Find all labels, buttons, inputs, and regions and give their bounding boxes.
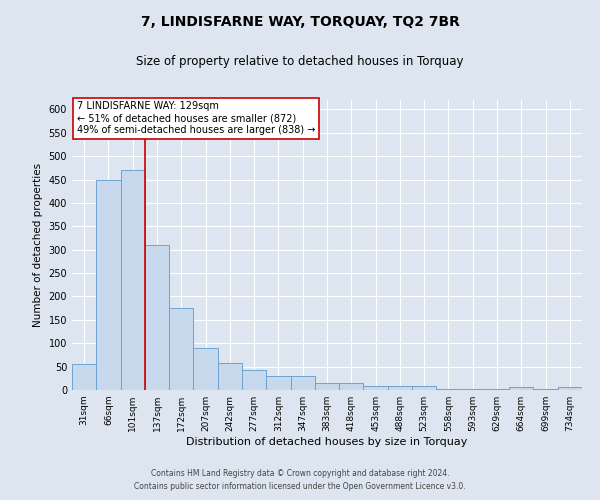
Bar (412, 386, 436, 390)
Text: Contains public sector information licensed under the Open Government Licence v3: Contains public sector information licen… (134, 482, 466, 491)
Bar (96, 180, 121, 390)
Bar (169, 308, 193, 390)
Bar (388, 386, 412, 390)
Bar (558, 387, 582, 390)
Bar (461, 389, 485, 390)
Text: 7, LINDISFARNE WAY, TORQUAY, TQ2 7BR: 7, LINDISFARNE WAY, TORQUAY, TQ2 7BR (140, 15, 460, 29)
Bar (533, 389, 558, 390)
Bar (339, 383, 364, 390)
Bar (364, 386, 388, 390)
Bar (509, 387, 533, 390)
Bar (72, 364, 96, 390)
Bar (121, 170, 145, 390)
Bar (436, 389, 461, 390)
Bar (266, 376, 290, 390)
Bar (145, 245, 169, 390)
Bar (290, 376, 315, 390)
Bar (315, 383, 339, 390)
Bar (193, 348, 218, 390)
Text: Size of property relative to detached houses in Torquay: Size of property relative to detached ho… (136, 55, 464, 68)
X-axis label: Distribution of detached houses by size in Torquay: Distribution of detached houses by size … (187, 437, 467, 447)
Bar (485, 389, 509, 390)
Bar (242, 370, 266, 390)
Bar (218, 363, 242, 390)
Text: 7 LINDISFARNE WAY: 129sqm
← 51% of detached houses are smaller (872)
49% of semi: 7 LINDISFARNE WAY: 129sqm ← 51% of detac… (77, 102, 316, 134)
Text: Contains HM Land Registry data © Crown copyright and database right 2024.: Contains HM Land Registry data © Crown c… (151, 468, 449, 477)
Y-axis label: Number of detached properties: Number of detached properties (33, 163, 43, 327)
